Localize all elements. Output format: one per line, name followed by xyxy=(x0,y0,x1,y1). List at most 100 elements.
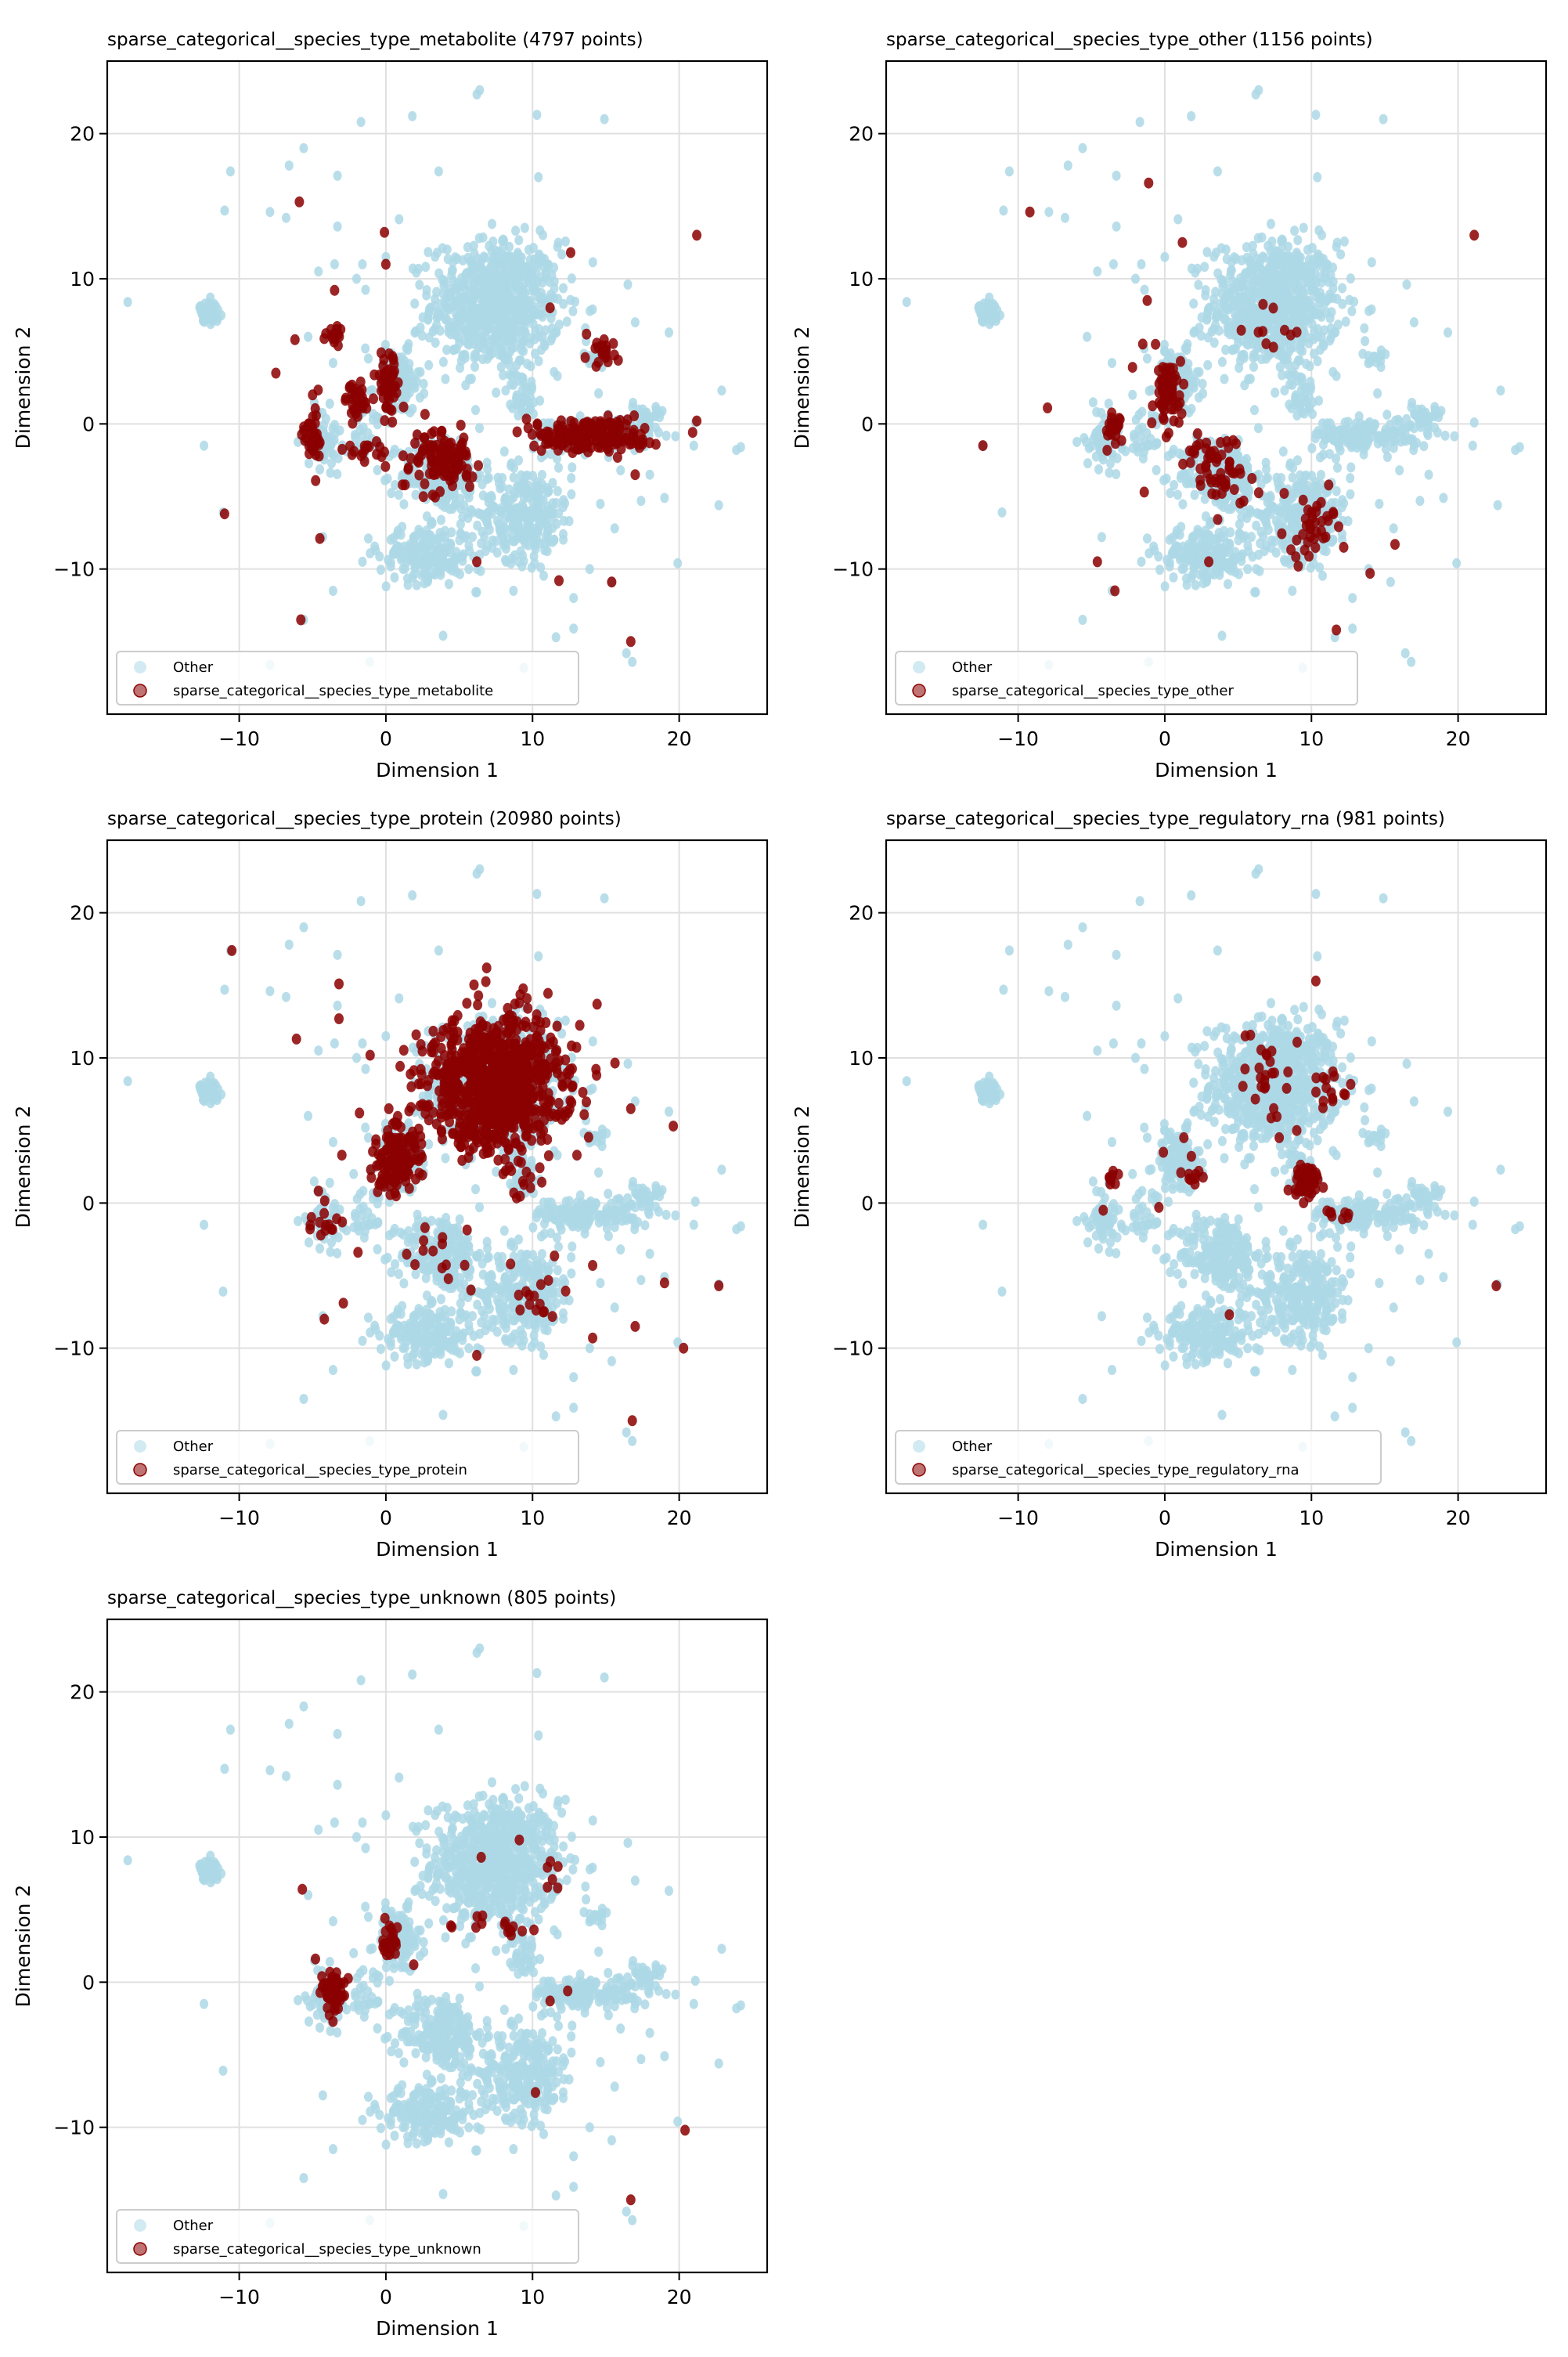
data-point-highlight xyxy=(1299,495,1308,506)
data-point-highlight xyxy=(1469,229,1479,240)
data-point-highlight xyxy=(1147,417,1156,428)
data-point-other xyxy=(539,571,548,581)
data-point-other xyxy=(1263,497,1272,507)
grid xyxy=(107,61,767,714)
data-point-highlight xyxy=(1390,539,1400,550)
data-point-highlight xyxy=(1292,327,1302,337)
data-point-other xyxy=(470,352,479,363)
subplot-title: sparse_categorical__species_type_other (… xyxy=(886,30,1373,50)
data-point-highlight xyxy=(362,440,372,451)
data-point-other xyxy=(1005,166,1014,176)
data-point-highlight xyxy=(1151,339,1160,350)
data-point-other xyxy=(1303,298,1312,309)
data-point-other xyxy=(1193,367,1202,377)
data-point-other xyxy=(389,449,398,459)
data-point-other xyxy=(1296,252,1305,262)
data-point-other xyxy=(1139,453,1148,464)
data-point-other xyxy=(1249,352,1258,363)
data-point-highlight xyxy=(1195,464,1205,475)
data-point-highlight xyxy=(569,417,579,428)
data-point-other xyxy=(563,316,571,327)
y-tick-label: 0 xyxy=(82,413,95,435)
data-point-other xyxy=(505,485,514,495)
data-point-other xyxy=(441,298,449,309)
data-point-other xyxy=(1213,307,1221,317)
data-point-other xyxy=(1193,264,1202,274)
data-point-other xyxy=(412,490,420,500)
data-point-other xyxy=(395,215,403,225)
data-point-other xyxy=(1314,356,1322,366)
data-point-other xyxy=(1292,410,1301,421)
data-point-other xyxy=(715,500,723,511)
data-point-other xyxy=(636,496,645,506)
data-point-other xyxy=(456,303,464,313)
data-point-other xyxy=(439,357,448,367)
data-point-other xyxy=(538,470,546,480)
data-point-other xyxy=(1403,280,1411,290)
data-point-other xyxy=(1207,568,1216,579)
data-point-other xyxy=(1215,567,1224,577)
data-point-other xyxy=(410,327,419,337)
data-point-highlight xyxy=(1043,402,1052,413)
data-point-other xyxy=(1332,242,1341,252)
data-point-other xyxy=(1332,294,1341,304)
data-point-other xyxy=(1283,355,1292,365)
data-point-other xyxy=(1083,332,1091,342)
data-point-other xyxy=(1083,458,1092,468)
data-point-other xyxy=(1252,587,1260,597)
data-point-other xyxy=(1108,358,1116,368)
data-point-other xyxy=(513,400,521,410)
data-point-other xyxy=(533,292,542,302)
data-point-highlight xyxy=(1312,501,1321,512)
data-point-other xyxy=(535,511,544,522)
data-point-other xyxy=(509,265,517,276)
data-point-other xyxy=(1137,557,1146,567)
data-point-other xyxy=(1313,309,1321,319)
data-point-other xyxy=(406,540,414,550)
data-point-other xyxy=(1407,402,1415,413)
y-tick-label: 10 xyxy=(849,268,874,291)
data-point-other xyxy=(495,283,503,293)
data-point-highlight xyxy=(1277,529,1286,540)
data-point-other xyxy=(442,1153,450,1164)
data-point-other xyxy=(1256,566,1264,576)
data-point-other xyxy=(1243,564,1252,574)
data-point-highlight xyxy=(1162,392,1171,403)
data-point-other xyxy=(622,648,631,659)
data-point-other xyxy=(1307,265,1316,276)
data-point-other xyxy=(567,489,575,500)
subplot-1: sparse_categorical__species_type_metabol… xyxy=(0,16,783,799)
data-point-other xyxy=(1175,449,1184,459)
data-point-other xyxy=(1267,219,1275,229)
data-point-other xyxy=(549,498,557,508)
x-tick-label: 10 xyxy=(1299,727,1324,750)
data-point-other xyxy=(330,259,339,269)
data-point-other xyxy=(533,495,542,505)
data-point-other xyxy=(406,380,414,390)
data-point-other xyxy=(1305,392,1314,402)
data-point-other xyxy=(1254,261,1263,271)
data-point-other xyxy=(671,431,679,442)
data-point-other xyxy=(1390,523,1398,533)
data-point-other xyxy=(500,446,509,457)
data-point-other xyxy=(1098,532,1106,542)
data-point-other xyxy=(1289,472,1297,482)
data-point-other xyxy=(315,464,324,475)
data-point-highlight xyxy=(1291,551,1300,562)
data-point-other xyxy=(1260,546,1269,556)
data-point-other xyxy=(451,500,460,510)
legend-marker-highlight xyxy=(913,684,925,697)
data-point-other xyxy=(1360,323,1368,334)
data-point-other xyxy=(658,406,667,416)
data-point-other xyxy=(483,464,492,475)
data-point-other xyxy=(1311,110,1320,120)
data-point-highlight xyxy=(380,446,389,457)
data-point-other xyxy=(333,222,342,232)
data-point-other xyxy=(1109,259,1118,269)
data-point-other xyxy=(1130,432,1138,442)
data-point-other xyxy=(1344,516,1353,526)
data-point-other xyxy=(455,333,463,343)
data-point-other xyxy=(405,359,413,369)
data-point-other xyxy=(444,254,452,264)
data-point-other xyxy=(548,333,557,343)
